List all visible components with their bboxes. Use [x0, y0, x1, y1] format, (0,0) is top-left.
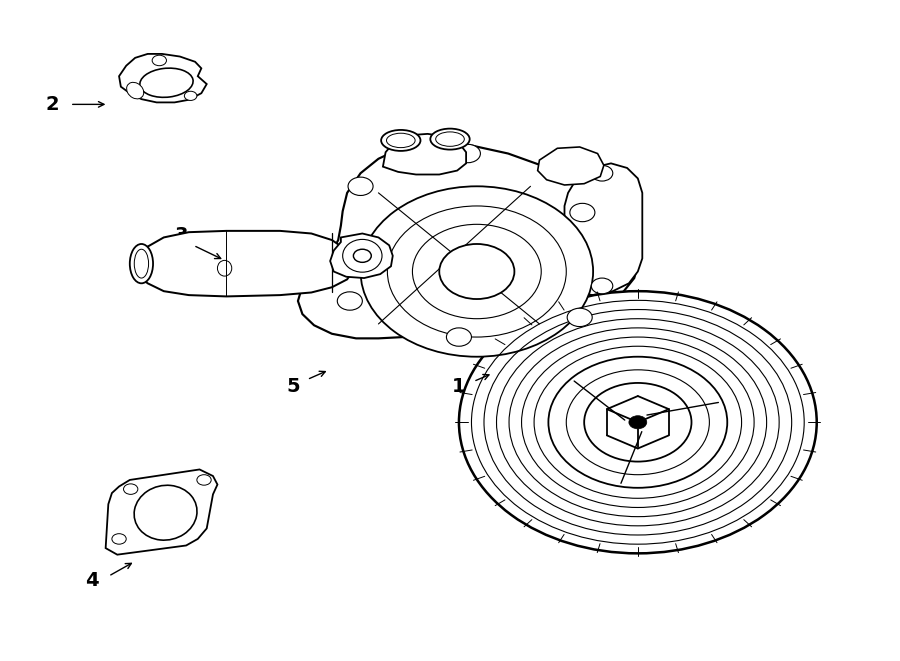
- Polygon shape: [537, 147, 604, 185]
- Text: 5: 5: [287, 377, 301, 396]
- Ellipse shape: [381, 130, 420, 151]
- Circle shape: [184, 91, 197, 100]
- Polygon shape: [105, 469, 218, 555]
- Ellipse shape: [127, 83, 144, 99]
- Circle shape: [197, 475, 211, 485]
- Ellipse shape: [140, 68, 194, 97]
- Ellipse shape: [134, 485, 197, 540]
- Circle shape: [446, 328, 472, 346]
- Polygon shape: [330, 233, 392, 278]
- Text: 3: 3: [175, 226, 188, 245]
- Polygon shape: [119, 54, 207, 102]
- Circle shape: [548, 357, 727, 488]
- Circle shape: [570, 204, 595, 221]
- Polygon shape: [298, 143, 640, 338]
- Circle shape: [629, 416, 647, 429]
- Circle shape: [152, 56, 166, 65]
- Text: 4: 4: [86, 571, 99, 590]
- Text: 2: 2: [45, 95, 58, 114]
- Ellipse shape: [130, 244, 153, 284]
- Polygon shape: [564, 163, 643, 295]
- Polygon shape: [382, 134, 466, 175]
- Ellipse shape: [218, 260, 232, 276]
- Circle shape: [455, 144, 481, 163]
- Circle shape: [459, 292, 816, 553]
- Circle shape: [123, 484, 138, 494]
- Circle shape: [348, 177, 374, 196]
- Text: 1: 1: [452, 377, 466, 396]
- Circle shape: [439, 244, 515, 299]
- Circle shape: [584, 383, 691, 461]
- Polygon shape: [135, 231, 354, 296]
- Circle shape: [338, 292, 363, 310]
- Circle shape: [112, 533, 126, 544]
- Circle shape: [591, 165, 613, 181]
- Circle shape: [567, 308, 592, 327]
- Ellipse shape: [430, 129, 470, 149]
- Circle shape: [361, 186, 593, 357]
- Circle shape: [354, 249, 372, 262]
- Circle shape: [591, 278, 613, 293]
